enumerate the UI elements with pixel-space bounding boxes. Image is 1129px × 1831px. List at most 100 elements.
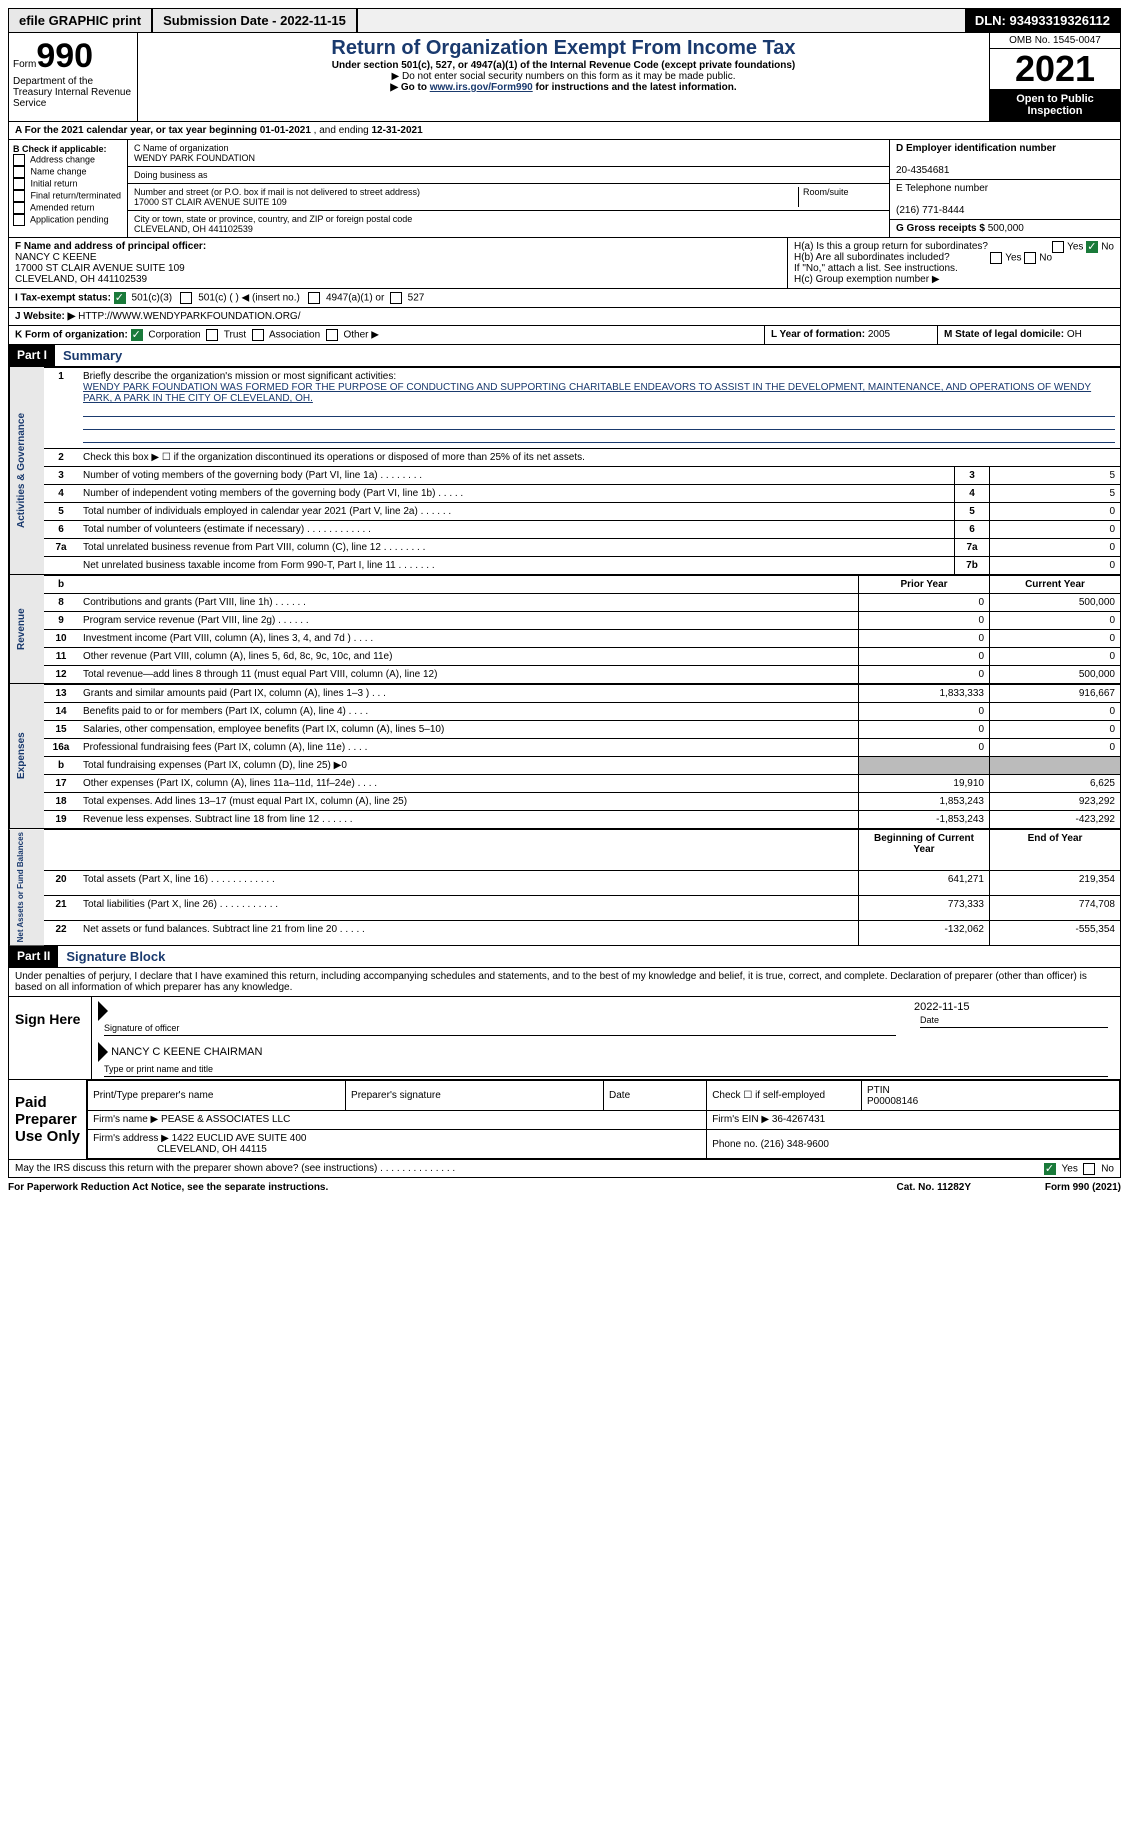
line-text: Other expenses (Part IX, column (A), lin… xyxy=(78,775,859,793)
ha-yes-lbl: Yes xyxy=(1067,242,1083,253)
j-content: J Website: ▶ HTTP://WWW.WENDYPARKFOUNDAT… xyxy=(9,308,1120,325)
rev-table: b Prior Year Current Year 8 Contribution… xyxy=(44,575,1120,683)
net-table: Beginning of Current Year End of Year 20… xyxy=(44,829,1120,945)
i-527[interactable] xyxy=(390,292,402,304)
rev-ht xyxy=(78,576,859,594)
line-val: 0 xyxy=(990,539,1121,557)
line-text: Number of independent voting members of … xyxy=(78,485,955,503)
period-begin: 01-01-2021 xyxy=(260,125,311,136)
i-o2: 501(c) ( ) ◀ (insert no.) xyxy=(198,293,300,304)
i-4947[interactable] xyxy=(308,292,320,304)
hb-note: If "No," attach a list. See instructions… xyxy=(794,263,1114,274)
table-row: 14 Benefits paid to or for members (Part… xyxy=(44,703,1120,721)
exp-table: 13 Grants and similar amounts paid (Part… xyxy=(44,684,1120,828)
firm-ein-label: Firm's EIN ▶ xyxy=(712,1114,772,1125)
line-val: 0 xyxy=(990,503,1121,521)
j-value: HTTP://WWW.WENDYPARKFOUNDATION.ORG/ xyxy=(78,311,300,322)
row-j: J Website: ▶ HTTP://WWW.WENDYPARKFOUNDAT… xyxy=(8,308,1121,326)
check-initial-return[interactable] xyxy=(13,178,25,190)
line-val: 0 xyxy=(990,521,1121,539)
submission-date: Submission Date - 2022-11-15 xyxy=(153,9,358,32)
col-f: F Name and address of principal officer:… xyxy=(9,238,787,288)
check-app-pending[interactable] xyxy=(13,214,25,226)
ein-cell: D Employer identification number 20-4354… xyxy=(890,140,1120,180)
col-d: D Employer identification number 20-4354… xyxy=(889,140,1120,237)
k-o2: Trust xyxy=(224,330,246,341)
line-text: Other revenue (Part VIII, column (A), li… xyxy=(78,648,859,666)
check-amended[interactable] xyxy=(13,202,25,214)
form-note1: ▶ Do not enter social security numbers o… xyxy=(142,71,985,82)
line-prior: -1,853,243 xyxy=(859,811,990,829)
k-other[interactable] xyxy=(326,329,338,341)
ha-yes[interactable] xyxy=(1052,241,1064,253)
line-num: 22 xyxy=(44,921,78,946)
line-prior: 0 xyxy=(859,648,990,666)
k-trust[interactable] xyxy=(206,329,218,341)
line-box: 3 xyxy=(955,467,990,485)
org-name: WENDY PARK FOUNDATION xyxy=(134,153,255,163)
ein: 20-4354681 xyxy=(896,165,949,176)
hb-yes[interactable] xyxy=(990,252,1002,264)
f-name: NANCY C KEENE xyxy=(15,252,97,263)
l-content: L Year of formation: 2005 xyxy=(764,326,937,344)
paid-preparer-block: Paid Preparer Use Only Print/Type prepar… xyxy=(8,1080,1121,1160)
table-row: 16a Professional fundraising fees (Part … xyxy=(44,739,1120,757)
col-end: End of Year xyxy=(990,830,1121,871)
note2-post: for instructions and the latest informat… xyxy=(533,82,737,93)
vlabel-exp: Expenses xyxy=(9,684,44,828)
line-prior: 1,853,243 xyxy=(859,793,990,811)
check-address-change[interactable] xyxy=(13,154,25,166)
q2-num: 2 xyxy=(44,449,78,467)
q2-text: Check this box ▶ ☐ if the organization d… xyxy=(78,449,1120,467)
k-content: K Form of organization: Corporation Trus… xyxy=(9,326,764,344)
k-corp[interactable] xyxy=(131,329,143,341)
line-current: -423,292 xyxy=(990,811,1121,829)
ptin-label: PTIN xyxy=(867,1085,890,1096)
net-ht xyxy=(78,830,859,871)
col-b-header: B Check if applicable: xyxy=(13,144,107,154)
irs-link[interactable]: www.irs.gov/Form990 xyxy=(430,82,533,93)
city-cell: City or town, state or province, country… xyxy=(128,211,889,237)
phone: (216) 771-8444 xyxy=(896,205,964,216)
footer-right: Form 990 (2021) xyxy=(971,1182,1121,1193)
line-text: Investment income (Part VIII, column (A)… xyxy=(78,630,859,648)
hb-no[interactable] xyxy=(1024,252,1036,264)
col-c: C Name of organization WENDY PARK FOUNDA… xyxy=(128,140,889,237)
discuss-yes[interactable] xyxy=(1044,1163,1056,1175)
line-prior: 0 xyxy=(859,630,990,648)
city: CLEVELAND, OH 441102539 xyxy=(134,224,253,234)
phone-cell: E Telephone number (216) 771-8444 xyxy=(890,180,1120,220)
i-501c3[interactable] xyxy=(114,292,126,304)
line-current: 0 xyxy=(990,612,1121,630)
street-cell: Number and street (or P.O. box if mail i… xyxy=(128,184,889,211)
vlabel-rev: Revenue xyxy=(9,575,44,683)
line-current: 774,708 xyxy=(990,896,1121,921)
hb-row: H(b) Are all subordinates included? Yes … xyxy=(794,252,1114,263)
col-h: H(a) Is this a group return for subordin… xyxy=(787,238,1120,288)
firm-ein: 36-4267431 xyxy=(772,1114,825,1125)
line-num xyxy=(44,557,78,575)
part1-tag: Part I xyxy=(9,345,55,366)
line-current: 500,000 xyxy=(990,666,1121,684)
line-text: Total assets (Part X, line 16) . . . . .… xyxy=(78,870,859,895)
table-row: 22 Net assets or fund balances. Subtract… xyxy=(44,921,1120,946)
check-name-change[interactable] xyxy=(13,166,25,178)
i-501c[interactable] xyxy=(180,292,192,304)
check-final-return[interactable] xyxy=(13,190,25,202)
gross-cell: G Gross receipts $ 500,000 xyxy=(890,220,1120,237)
ptin: P00008146 xyxy=(867,1096,918,1107)
part2-title: Signature Block xyxy=(58,946,173,967)
paid-label: Paid Preparer Use Only xyxy=(9,1080,87,1159)
org-name-label: C Name of organization xyxy=(134,143,229,153)
line-current: 0 xyxy=(990,721,1121,739)
efile-print-button[interactable]: efile GRAPHIC print xyxy=(9,9,153,32)
line-num: 12 xyxy=(44,666,78,684)
sig-date: 2022-11-15 xyxy=(914,1001,969,1013)
blank-line-1 xyxy=(83,406,1115,417)
discuss-no[interactable] xyxy=(1083,1163,1095,1175)
table-row: 20 Total assets (Part X, line 16) . . . … xyxy=(44,870,1120,895)
discuss-yes-lbl: Yes xyxy=(1062,1164,1078,1175)
k-assoc[interactable] xyxy=(252,329,264,341)
vlabel-net: Net Assets or Fund Balances xyxy=(9,829,44,945)
ha-no[interactable] xyxy=(1086,241,1098,253)
